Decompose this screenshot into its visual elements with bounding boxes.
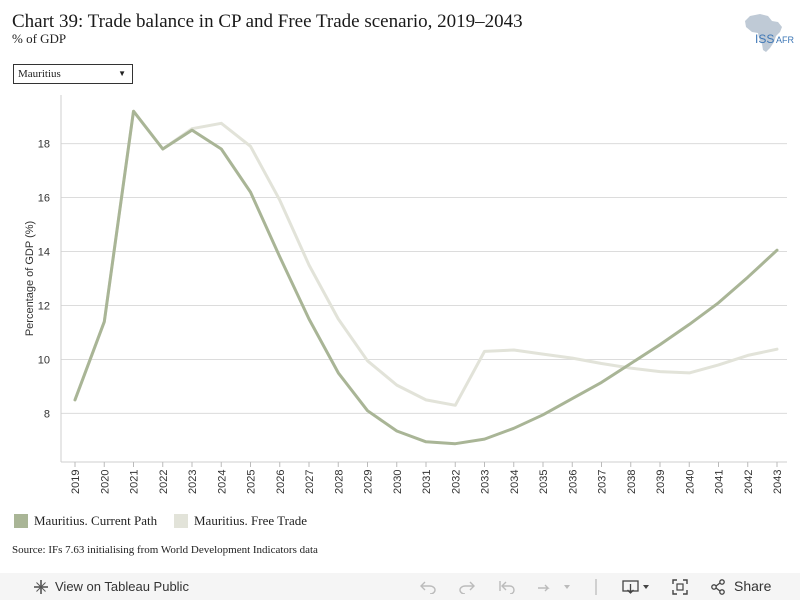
legend-item-free-trade[interactable]: Mauritius. Free Trade bbox=[174, 513, 307, 529]
x-tick-label: 2023 bbox=[187, 470, 199, 494]
source-note: Source: IFs 7.63 initialising from World… bbox=[12, 544, 318, 556]
revert-button[interactable] bbox=[498, 573, 516, 600]
series-line-current-path[interactable] bbox=[73, 109, 779, 446]
iss-africa-logo: ISS AFR bbox=[738, 12, 800, 56]
x-tick-label: 2031 bbox=[421, 470, 433, 494]
share-icon bbox=[711, 578, 725, 595]
x-tick-label: 2025 bbox=[246, 470, 258, 494]
chevron-down-icon: ▼ bbox=[118, 69, 126, 78]
toolbar-divider bbox=[595, 573, 597, 600]
x-tick-label: 2029 bbox=[363, 470, 375, 494]
chart-title: Chart 39: Trade balance in CP and Free T… bbox=[12, 11, 523, 32]
x-tick-label: 2019 bbox=[70, 470, 82, 494]
tableau-logo-icon bbox=[34, 579, 48, 594]
x-tick-label: 2042 bbox=[743, 470, 755, 494]
share-button[interactable]: Share bbox=[710, 573, 771, 600]
y-tick-label: 10 bbox=[38, 354, 50, 366]
x-tick-label: 2043 bbox=[772, 470, 784, 494]
share-label: Share bbox=[734, 578, 772, 594]
refresh-button[interactable] bbox=[536, 573, 570, 600]
series-lines bbox=[73, 109, 779, 446]
x-tick-label: 2022 bbox=[158, 470, 170, 494]
download-icon bbox=[622, 579, 649, 594]
x-tick-label: 2026 bbox=[275, 470, 287, 494]
legend-label-current-path: Mauritius. Current Path bbox=[34, 513, 158, 528]
gridlines bbox=[61, 143, 787, 414]
line-chart: 8 10 12 14 16 18 Percentage of GDP (%) 2019 2020… bbox=[24, 95, 787, 494]
logo-text-suffix: AFR bbox=[776, 35, 795, 45]
legend-swatch-current-path bbox=[14, 514, 28, 528]
undo-icon bbox=[420, 581, 436, 594]
axis-labels: 8 10 12 14 16 18 Percentage of GDP (%) 2019 2020… bbox=[24, 139, 784, 494]
download-button[interactable] bbox=[622, 573, 652, 600]
x-tick-label: 2027 bbox=[304, 470, 316, 494]
fullscreen-icon bbox=[672, 578, 688, 595]
view-on-tableau-label: View on Tableau Public bbox=[55, 579, 189, 594]
x-tick-label: 2036 bbox=[567, 470, 579, 494]
fullscreen-button[interactable] bbox=[672, 573, 688, 600]
country-dropdown[interactable]: Mauritius ▼ bbox=[13, 64, 133, 84]
x-tick-label: 2035 bbox=[538, 470, 550, 494]
revert-icon bbox=[499, 580, 515, 594]
x-tick-label: 2020 bbox=[99, 470, 111, 494]
x-tick-label: 2041 bbox=[714, 470, 726, 494]
x-tick-label: 2039 bbox=[655, 470, 667, 494]
y-tick-label: 12 bbox=[38, 300, 50, 312]
x-tick-label: 2040 bbox=[684, 470, 696, 494]
legend-swatch-free-trade bbox=[174, 514, 188, 528]
y-tick-label: 16 bbox=[38, 193, 50, 205]
redo-button[interactable] bbox=[458, 573, 476, 600]
country-dropdown-value: Mauritius bbox=[18, 68, 61, 80]
y-tick-label: 14 bbox=[38, 247, 50, 259]
legend-item-current-path[interactable]: Mauritius. Current Path bbox=[14, 513, 157, 529]
y-axis-title: Percentage of GDP (%) bbox=[24, 221, 36, 336]
africa-map-icon bbox=[745, 14, 782, 52]
x-tick-label: 2038 bbox=[626, 470, 638, 494]
series-line-free-trade[interactable] bbox=[73, 109, 779, 407]
x-tick-label: 2021 bbox=[129, 470, 141, 494]
undo-button[interactable] bbox=[419, 573, 437, 600]
x-tick-label: 2037 bbox=[597, 470, 609, 494]
refresh-icon bbox=[538, 584, 570, 591]
x-tick-label: 2032 bbox=[450, 470, 462, 494]
x-tick-label: 2028 bbox=[333, 470, 345, 494]
tableau-toolbar: View on Tableau Public bbox=[0, 573, 800, 600]
x-tick-label: 2034 bbox=[509, 470, 521, 494]
legend-label-free-trade: Mauritius. Free Trade bbox=[194, 513, 308, 528]
y-tick-label: 8 bbox=[44, 408, 50, 420]
x-tick-label: 2033 bbox=[480, 470, 492, 494]
redo-icon bbox=[459, 581, 475, 594]
y-tick-label: 18 bbox=[38, 139, 50, 151]
x-tick-label: 2030 bbox=[392, 470, 404, 494]
logo-text: ISS bbox=[755, 32, 774, 46]
view-on-tableau-button[interactable]: View on Tableau Public bbox=[33, 573, 189, 600]
axes bbox=[60, 95, 787, 467]
chart-subtitle: % of GDP bbox=[12, 31, 67, 46]
x-tick-label: 2024 bbox=[216, 470, 228, 494]
